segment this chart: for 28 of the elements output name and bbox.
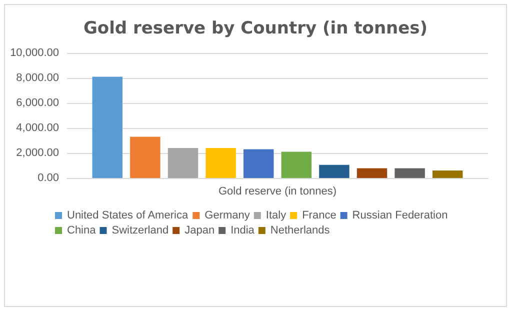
bar	[319, 164, 350, 178]
legend-label: Germany	[204, 210, 250, 222]
y-tick-label: 8,000.00	[16, 72, 59, 84]
bar	[243, 149, 274, 178]
y-tick-label: 2,000.00	[16, 147, 59, 159]
legend-label: United States of America	[67, 210, 189, 222]
bar	[432, 170, 463, 178]
chart-title: Gold reserve by Country (in tonnes)	[83, 18, 428, 38]
bar	[394, 168, 425, 178]
y-tick-label: 4,000.00	[16, 122, 59, 134]
legend-label: Switzerland	[112, 224, 169, 236]
y-tick-label: 10,000.00	[10, 47, 59, 59]
legend-label: Netherlands	[270, 224, 330, 236]
legend-label: China	[67, 224, 97, 236]
bar	[356, 168, 388, 178]
y-tick-label: 0.00	[38, 172, 59, 184]
y-tick-label: 6,000.00	[16, 97, 59, 109]
bar	[92, 76, 123, 178]
bar	[206, 148, 236, 178]
legend-label: France	[302, 210, 336, 222]
legend-label: India	[230, 224, 256, 236]
legend-label: Japan	[184, 224, 215, 236]
legend-label: Russian Federation	[352, 210, 448, 222]
x-tick-label: Gold reserve (in tonnes)	[218, 186, 336, 198]
bar	[130, 136, 160, 178]
bar	[168, 148, 198, 178]
bar	[281, 152, 312, 178]
legend-label: Italy	[266, 210, 287, 222]
